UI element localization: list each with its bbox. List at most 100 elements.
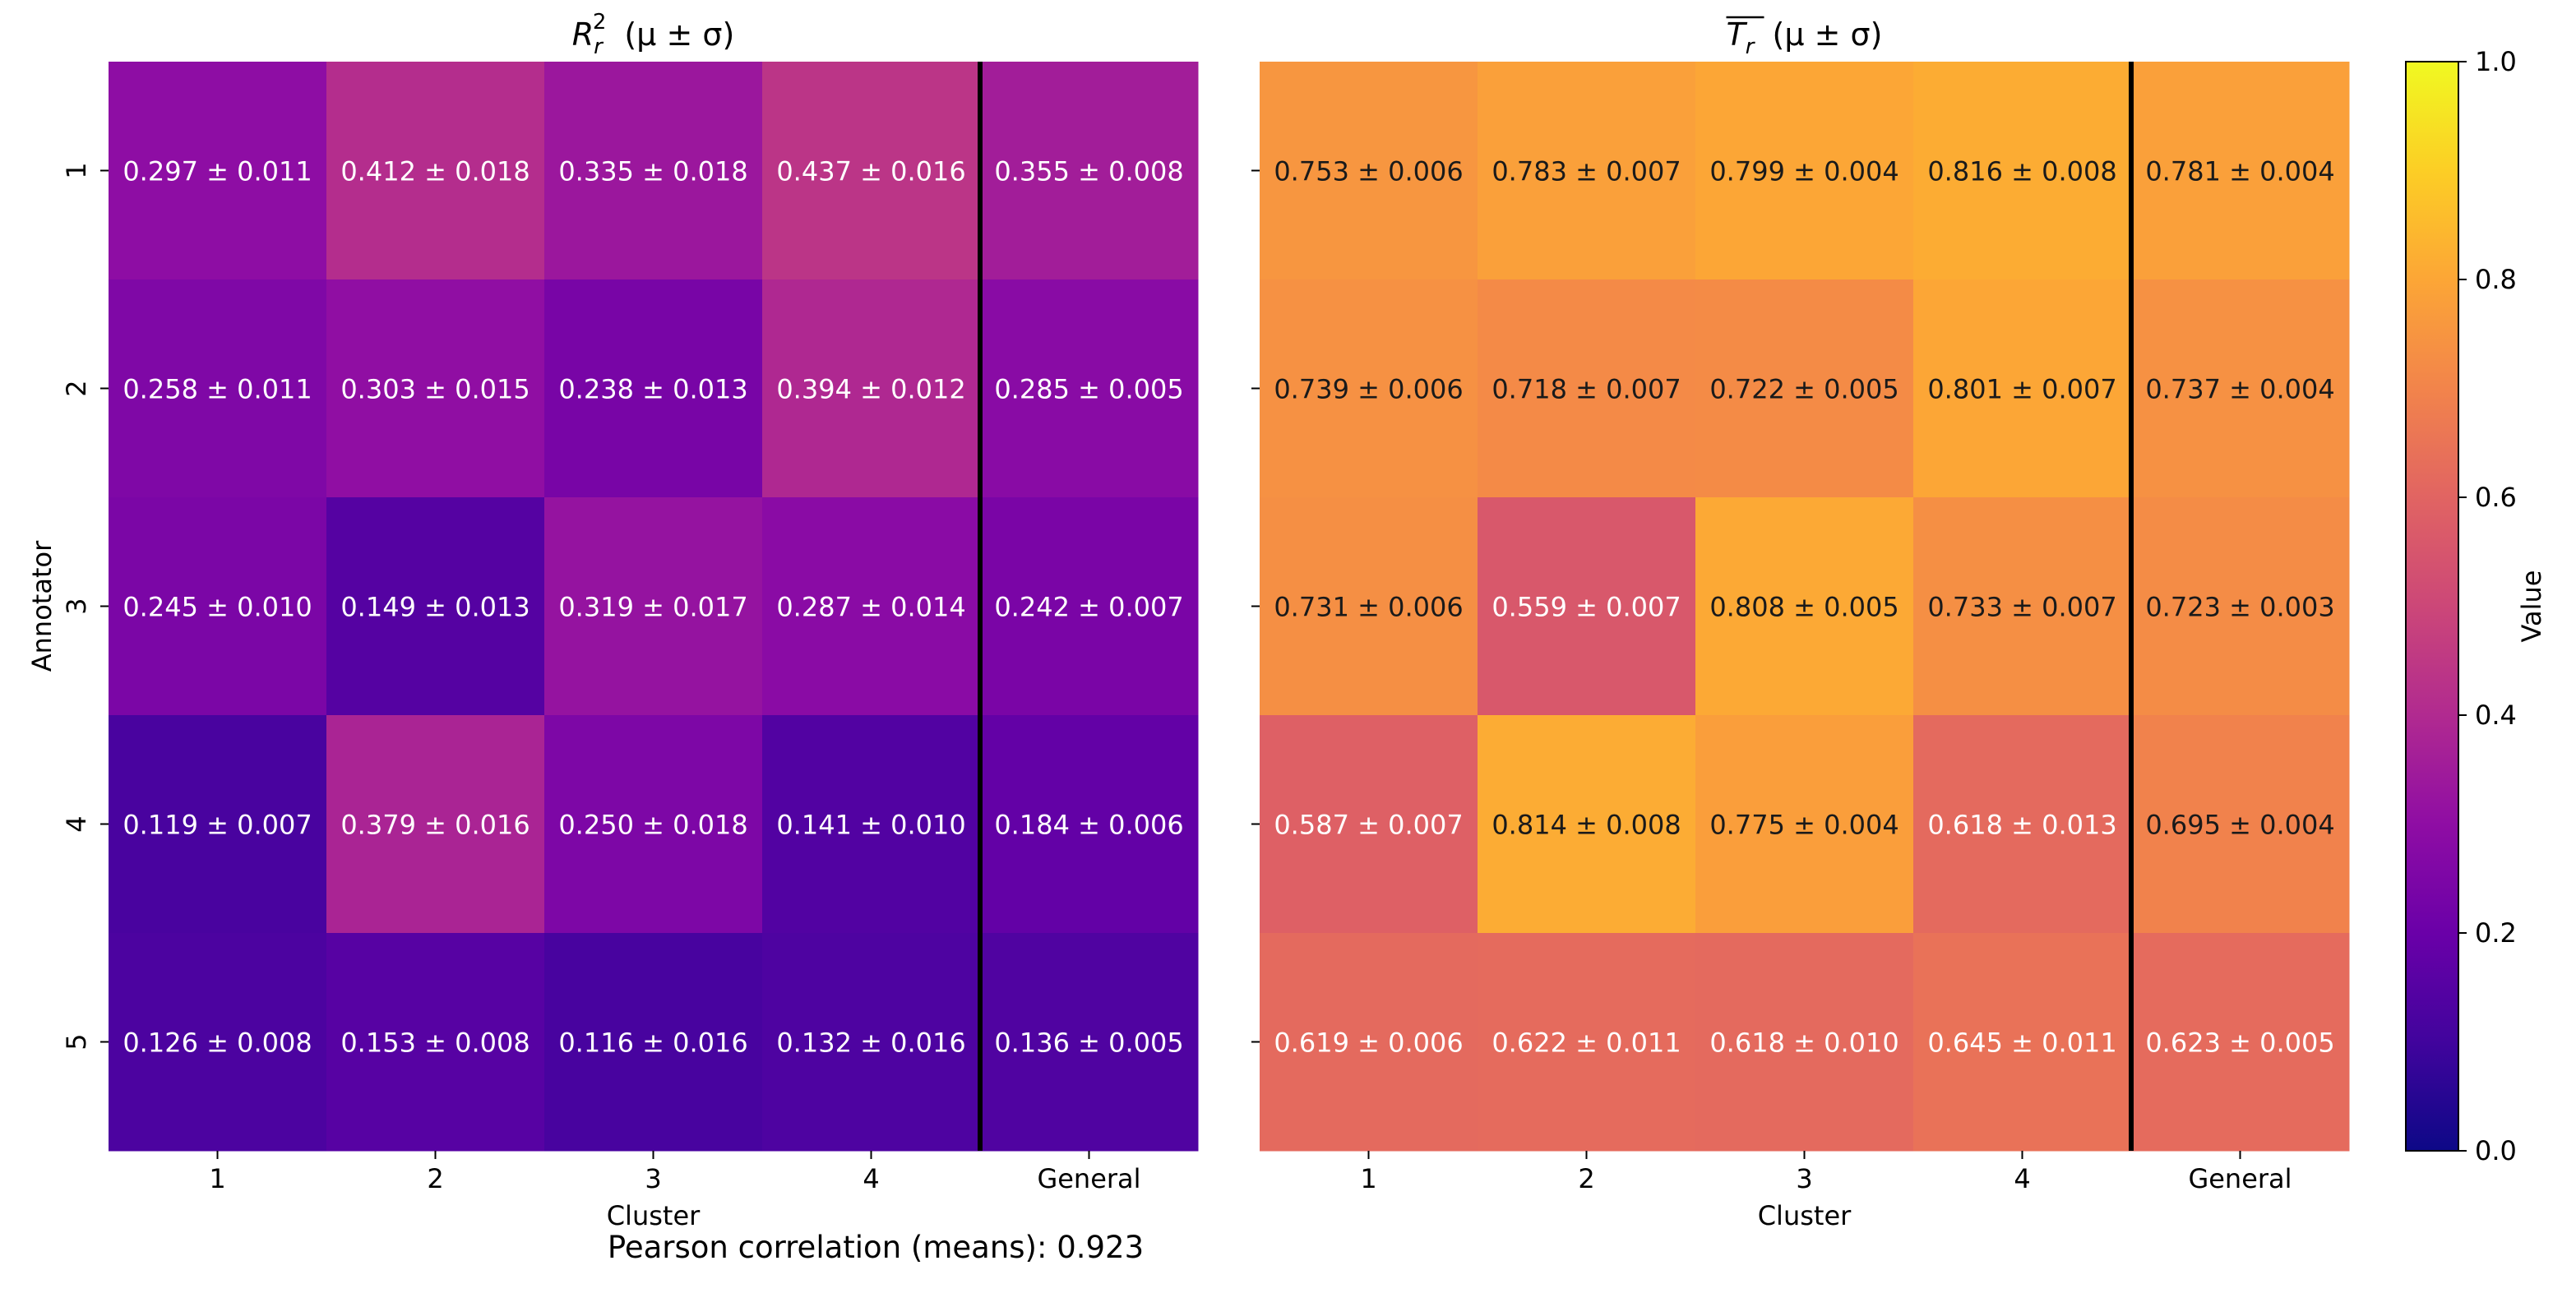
colorbar-tick-label: 1.0 <box>2475 46 2517 77</box>
cell-label: 0.287 ± 0.014 <box>776 592 965 623</box>
panel-title: Rr2 (μ ± σ) <box>572 10 735 59</box>
cell-label: 0.753 ± 0.006 <box>1274 156 1463 187</box>
heatmap-cell <box>762 497 981 716</box>
heatmap-cell <box>1478 715 1696 934</box>
heatmap-cell <box>2131 62 2350 280</box>
cell-label: 0.618 ± 0.013 <box>1927 810 2116 841</box>
cell-label: 0.319 ± 0.017 <box>558 592 747 623</box>
heatmap-cell <box>109 933 327 1152</box>
colorbar-tick-label: 0.2 <box>2475 917 2517 949</box>
title-suffix: (μ ± σ) <box>1773 16 1883 53</box>
cell-label: 0.412 ± 0.018 <box>340 156 530 187</box>
cell-label: 0.645 ± 0.011 <box>1927 1027 2116 1059</box>
cell-label: 0.250 ± 0.018 <box>558 810 747 841</box>
x-tick-label: 4 <box>863 1163 879 1194</box>
panel-title: Tr (μ ± σ) <box>1727 16 1883 59</box>
cell-label: 0.149 ± 0.013 <box>340 592 530 623</box>
cell-label: 0.394 ± 0.012 <box>776 374 965 405</box>
cell-label: 0.141 ± 0.010 <box>776 810 965 841</box>
tr-heatmap: 0.753 ± 0.006 0.783 ± 0.007 0.799 ± 0.004 0… <box>1251 16 2350 1231</box>
x-tick-label: 4 <box>2014 1163 2030 1194</box>
x-tick-label: 1 <box>1360 1163 1376 1194</box>
cell-label: 0.437 ± 0.016 <box>776 156 965 187</box>
heatmap-cell <box>1695 933 1914 1152</box>
heatmap-cell <box>2131 497 2350 716</box>
heatmap-cell <box>1260 497 1478 716</box>
heatmap-cell <box>109 279 327 498</box>
x-tick-label: 1 <box>209 1163 225 1194</box>
cell-label: 0.737 ± 0.004 <box>2145 374 2334 405</box>
heatmap-cell <box>109 62 327 280</box>
cell-label: 0.618 ± 0.010 <box>1709 1027 1898 1059</box>
heatmap-cell <box>762 933 981 1152</box>
cell-label: 0.297 ± 0.011 <box>123 156 312 187</box>
heatmap-cell <box>980 497 1199 716</box>
x-tick-label: 3 <box>1796 1163 1812 1194</box>
cell-label: 0.245 ± 0.010 <box>123 592 312 623</box>
cell-label: 0.184 ± 0.006 <box>994 810 1183 841</box>
heatmap-cell <box>326 497 545 716</box>
cell-label: 0.801 ± 0.007 <box>1927 374 2116 405</box>
cell-label: 0.731 ± 0.006 <box>1274 592 1463 623</box>
title-subscript: r <box>1746 35 1756 59</box>
title-symbol: R <box>572 16 594 53</box>
heatmap-cell <box>1695 62 1914 280</box>
heatmap-cell <box>2131 715 2350 934</box>
heatmap-cell <box>1478 279 1696 498</box>
heatmap-cell <box>1260 279 1478 498</box>
heatmap-cell <box>2131 279 2350 498</box>
heatmap-cell <box>1913 62 2132 280</box>
heatmap-cell <box>762 279 981 498</box>
heatmap-cell <box>980 933 1199 1152</box>
heatmap-cell <box>762 62 981 280</box>
cell-label: 0.808 ± 0.005 <box>1709 592 1898 623</box>
cell-label: 0.619 ± 0.006 <box>1274 1027 1463 1059</box>
cell-label: 0.153 ± 0.008 <box>340 1027 530 1059</box>
heatmap-cell <box>980 62 1199 280</box>
cell-label: 0.119 ± 0.007 <box>123 810 312 841</box>
cell-label: 0.781 ± 0.004 <box>2145 156 2334 187</box>
cell-label: 0.816 ± 0.008 <box>1927 156 2116 187</box>
cell-label: 0.739 ± 0.006 <box>1274 374 1463 405</box>
x-tick-label: 3 <box>645 1163 661 1194</box>
title-symbol: T <box>1727 16 1748 53</box>
heatmap-cell <box>980 715 1199 934</box>
x-axis-label: Cluster <box>1758 1200 1852 1231</box>
heatmap-cell <box>326 279 545 498</box>
heatmap-cell <box>1260 715 1478 934</box>
heatmap-cell <box>1695 715 1914 934</box>
y-tick-label: 2 <box>61 380 92 396</box>
y-tick-label: 4 <box>61 815 92 832</box>
cell-label: 0.126 ± 0.008 <box>123 1027 312 1059</box>
x-tick-label: 2 <box>1578 1163 1594 1194</box>
colorbar-tick-label: 0.8 <box>2475 264 2517 295</box>
cell-label: 0.136 ± 0.005 <box>994 1027 1183 1059</box>
pearson-correlation-note: Pearson correlation (means): 0.923 <box>607 1230 1145 1265</box>
heatmap-cell <box>762 715 981 934</box>
y-tick-label: 5 <box>61 1033 92 1050</box>
heatmap-cell <box>1695 279 1914 498</box>
colorbar-label: Value <box>2516 570 2547 643</box>
colorbar-gradient <box>2405 61 2459 1152</box>
heatmap-cell <box>1913 497 2132 716</box>
heatmap-cell <box>544 933 763 1152</box>
heatmap-cell <box>544 279 763 498</box>
heatmap-cell <box>544 715 763 934</box>
cell-label: 0.355 ± 0.008 <box>994 156 1183 187</box>
colorbar: 0.0 0.2 0.4 0.6 0.8 1.0 Value <box>2405 46 2547 1166</box>
colorbar-tick-label: 0.0 <box>2475 1135 2517 1166</box>
heatmap-cell <box>109 715 327 934</box>
cell-label: 0.775 ± 0.004 <box>1709 810 1898 841</box>
cell-label: 0.695 ± 0.004 <box>2145 810 2334 841</box>
y-axis-label: Annotator <box>26 540 58 672</box>
cell-label: 0.303 ± 0.015 <box>340 374 530 405</box>
colorbar-tick-label: 0.4 <box>2475 700 2517 731</box>
cell-label: 0.238 ± 0.013 <box>558 374 747 405</box>
cell-label: 0.379 ± 0.016 <box>340 810 530 841</box>
heatmap-cell <box>1478 933 1696 1152</box>
cell-label: 0.814 ± 0.008 <box>1491 810 1681 841</box>
heatmap-cell <box>326 933 545 1152</box>
cell-label: 0.622 ± 0.011 <box>1491 1027 1681 1059</box>
x-axis-label: Cluster <box>607 1200 701 1231</box>
y-tick-label: 3 <box>61 598 92 614</box>
